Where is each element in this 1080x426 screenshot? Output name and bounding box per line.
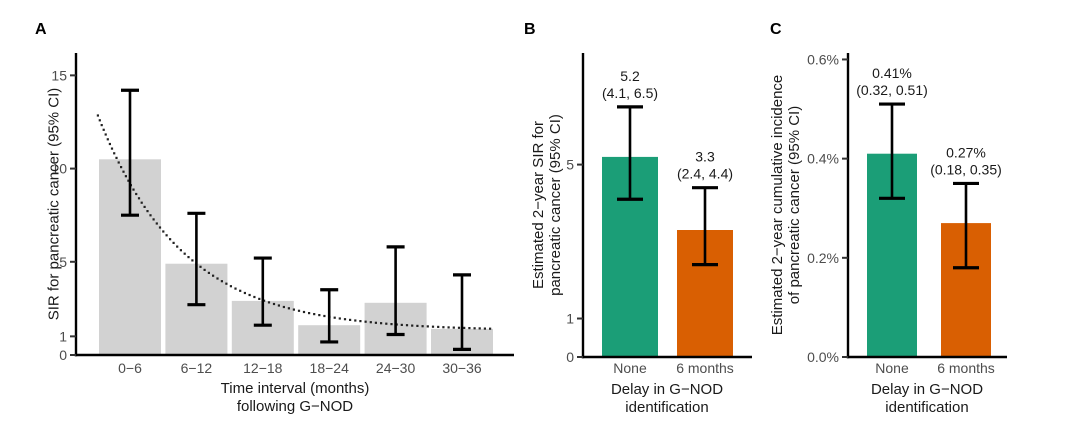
annotation-value: 0.27% bbox=[946, 144, 986, 160]
panel-c-x-axis-title-line2: identification bbox=[885, 399, 969, 416]
y-tick-label: 5 bbox=[59, 254, 67, 270]
trend-curve bbox=[96, 114, 492, 330]
panel-c-y-axis-title: Estimated 2−year cumulative incidence of… bbox=[769, 75, 803, 336]
panel-c-x-axis-title: Delay in G−NOD identification bbox=[871, 381, 983, 417]
error-bar-c-0 bbox=[879, 102, 905, 200]
error-bar-a-1 bbox=[187, 211, 206, 307]
error-bar-a-4 bbox=[386, 245, 405, 337]
panel-c-y-axis-title-line2: of pancreatic cancer (95% CI) bbox=[786, 105, 803, 305]
y-tick-label: 0 bbox=[59, 347, 67, 363]
x-tick-label: 6−12 bbox=[181, 360, 213, 376]
annotation-value: 0.41% bbox=[872, 65, 912, 81]
panel-a-x-axis-title-line2: following G−NOD bbox=[236, 398, 354, 415]
x-tick-label: 18−24 bbox=[310, 360, 350, 376]
panel-b-y-axis-title: Estimated 2−year SIR for pancreatic canc… bbox=[530, 114, 564, 296]
panel-b: 0 1 5 None 6 months 5.2(4.1, 6.5) 3.3(2.4, 4.4… bbox=[566, 53, 752, 376]
y-tick-label: 0 bbox=[566, 349, 574, 365]
y-tick-label: 0.0% bbox=[807, 349, 839, 365]
panel-a-x-axis-title: Time interval (months) following G−NOD bbox=[221, 380, 370, 416]
panel-b-x-axis-title-line2: identification bbox=[625, 399, 709, 416]
panel-c: 0.0% 0.2% 0.4% 0.6% None 6 months 0.41%(0.32, … bbox=[807, 51, 1007, 376]
panel-a-x-axis-title-line1: Time interval (months) bbox=[220, 380, 370, 397]
y-tick-label: 0.6% bbox=[807, 51, 839, 67]
y-tick-label: 0.2% bbox=[807, 250, 839, 266]
error-bar-a-2 bbox=[253, 256, 272, 327]
y-tick-label: 10 bbox=[51, 161, 67, 177]
panel-b-x-axis-title: Delay in G−NOD identification bbox=[611, 381, 723, 417]
error-bar-b-0 bbox=[617, 105, 643, 201]
panel-b-y-axis-title-line2: pancreatic cancer (95% CI) bbox=[547, 114, 564, 296]
error-bar-a-5 bbox=[453, 273, 471, 352]
annotation-value: 3.3 bbox=[695, 149, 715, 165]
annotation-ci: (2.4, 4.4) bbox=[677, 166, 733, 182]
panel-b-x-axis-title-line1: Delay in G−NOD bbox=[610, 381, 724, 398]
y-tick-label: 5 bbox=[566, 157, 574, 173]
annotation-ci: (0.18, 0.35) bbox=[930, 161, 1002, 177]
panel-c-letter: C bbox=[770, 21, 782, 38]
x-tick-label: 24−30 bbox=[376, 360, 416, 376]
panel-a-letter: A bbox=[35, 21, 47, 38]
x-tick-label: None bbox=[875, 360, 909, 376]
x-tick-label: 6 months bbox=[676, 360, 734, 376]
error-bar-c-1 bbox=[953, 181, 979, 270]
panel-b-letter: B bbox=[524, 21, 536, 38]
error-bar-a-3 bbox=[320, 288, 339, 344]
x-tick-label: 0−6 bbox=[118, 360, 142, 376]
y-tick-label: 15 bbox=[51, 67, 67, 83]
y-tick-label: 1 bbox=[59, 328, 67, 344]
panel-a-y-axis-title: SIR for pancreatic cancer (95% CI) bbox=[46, 88, 63, 321]
annotation-ci: (4.1, 6.5) bbox=[602, 85, 658, 101]
error-bar-a-0 bbox=[121, 88, 139, 217]
x-tick-label: 12−18 bbox=[243, 360, 283, 376]
x-tick-label: None bbox=[613, 360, 647, 376]
y-tick-label: 1 bbox=[566, 311, 574, 327]
panel-c-y-axis-title-line1: Estimated 2−year cumulative incidence bbox=[769, 74, 786, 336]
panel-c-x-axis-title-line1: Delay in G−NOD bbox=[870, 381, 984, 398]
panel-a-y-axis-title-text: SIR for pancreatic cancer (95% CI) bbox=[45, 87, 63, 321]
x-tick-label: 6 months bbox=[937, 360, 995, 376]
x-tick-label: 30−36 bbox=[442, 360, 482, 376]
y-tick-label: 0.4% bbox=[807, 151, 839, 167]
error-bar-b-1 bbox=[692, 186, 718, 267]
panel-b-y-axis-title-line1: Estimated 2−year SIR for bbox=[530, 121, 547, 289]
annotation-ci: (0.32, 0.51) bbox=[856, 82, 928, 98]
annotation-value: 5.2 bbox=[620, 68, 640, 84]
